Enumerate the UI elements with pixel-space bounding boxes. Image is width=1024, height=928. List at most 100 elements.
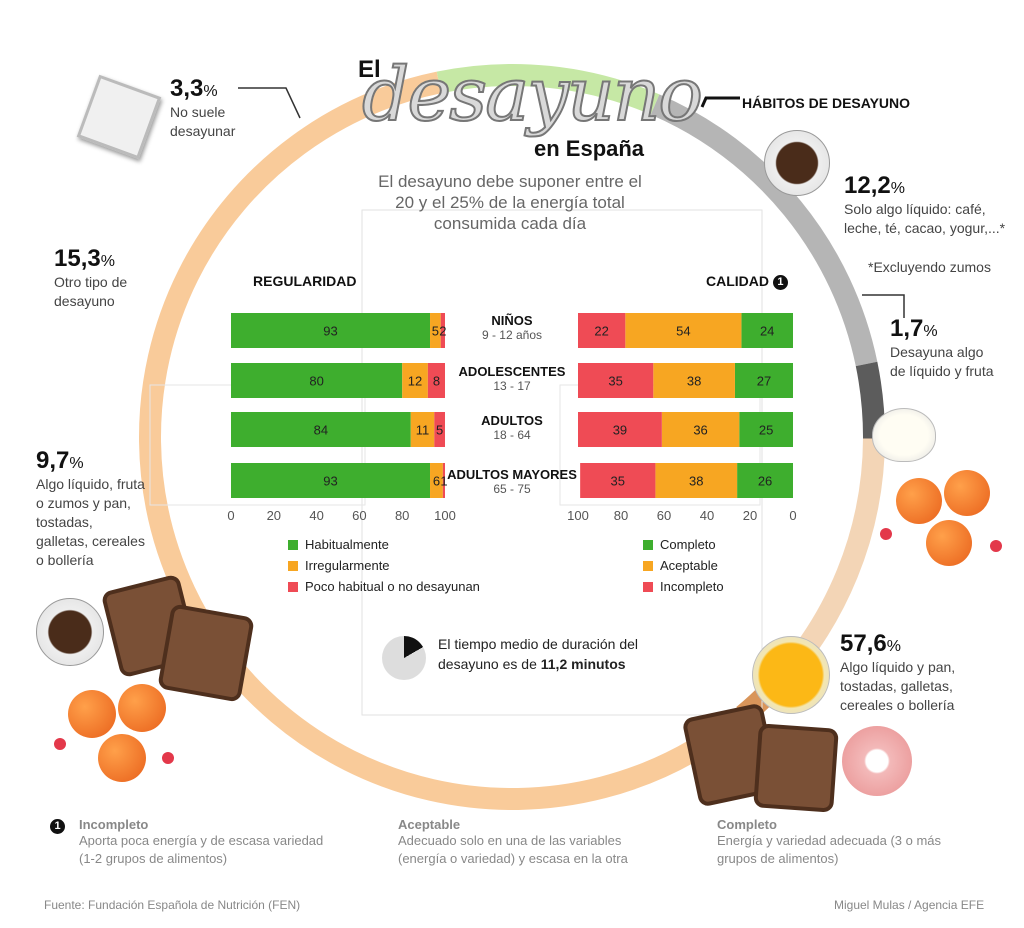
legend-item: Completo — [643, 534, 724, 555]
group-name: ADOLESCENTES — [458, 364, 566, 379]
note-text: (1-2 grupos de alimentos) — [79, 851, 228, 866]
bar-regularidad-1-1 — [402, 363, 428, 398]
regularidad-title: REGULARIDAD — [253, 273, 357, 289]
donut-icon — [842, 726, 912, 796]
bar-regularidad-1-3 — [430, 463, 443, 498]
milk-jug-icon — [872, 408, 936, 462]
label-line: desayunar — [170, 123, 236, 139]
group-label-adolescentes: ADOLESCENTES 13 - 17 — [444, 364, 580, 393]
x-tick-label: 80 — [395, 508, 409, 523]
bar-label: 38 — [687, 374, 701, 389]
juice-glass-icon — [752, 636, 830, 714]
ring-segment-algo_liquido_fruta_pan — [436, 64, 660, 115]
bar-calidad-1-3 — [655, 463, 738, 498]
bar-calidad-1-2 — [661, 412, 740, 447]
ring-segment-liquido_pan — [139, 71, 747, 810]
bar-label: 8 — [433, 374, 440, 389]
note-incompleto: 1 Incompleto Aporta poca energía y de es… — [50, 817, 323, 868]
raspberry-icon — [880, 528, 892, 540]
label-line: de líquido y fruta — [890, 363, 994, 379]
group-age: 18 - 64 — [493, 428, 531, 442]
pct-value: 3,3 — [170, 75, 204, 102]
ring-label-liquido-fruta: 1,7% Desayuna algo de líquido y fruta — [890, 315, 994, 379]
label-line: tostadas, galletas, — [840, 678, 953, 694]
note-title: Completo — [717, 817, 777, 832]
label-line: Algo líquido, fruta — [36, 476, 145, 492]
legend-item: Habitualmente — [288, 534, 480, 555]
x-tick-label: 60 — [657, 508, 671, 523]
x-tick-label: 40 — [309, 508, 323, 523]
note-aceptable: Aceptable Adecuado solo en una de las va… — [398, 817, 628, 868]
subtitle-line: 20 y el 25% de la energía total — [395, 193, 625, 212]
x-tick-label: 20 — [743, 508, 757, 523]
label-line: o bollería — [36, 552, 94, 568]
source: Fuente: Fundación Española de Nutrición … — [44, 898, 301, 912]
subtitle-line: El desayuno debe suponer entre el — [378, 172, 642, 191]
bar-label: 84 — [314, 423, 328, 438]
bar-label: 93 — [323, 324, 337, 339]
label-line: tostadas, — [36, 514, 93, 530]
x-tick-label: 40 — [700, 508, 714, 523]
bar-label: 24 — [760, 324, 774, 339]
credit: Miguel Mulas / Agencia EFE — [834, 898, 985, 912]
bar-label: 2 — [439, 324, 446, 339]
habits-header: HÁBITOS DE DESAYUNO — [742, 95, 911, 111]
group-label-adultos: ADULTOS 18 - 64 — [444, 413, 580, 442]
bar-regularidad-2-3 — [442, 463, 445, 498]
note-completo: Completo Energía y variedad adecuada (3 … — [717, 817, 941, 868]
label-line: o zumos y pan, — [36, 495, 131, 511]
bar-regularidad-2-2 — [434, 412, 445, 447]
bar-regularidad-0-3 — [231, 463, 431, 498]
coffee-cup-icon — [764, 130, 830, 196]
label-line: cereales o bollería — [840, 697, 955, 713]
group-age: 65 - 75 — [493, 482, 531, 496]
legend-item: Poco habitual o no desayunan — [288, 576, 480, 597]
label-line: Algo líquido y pan, — [840, 659, 956, 675]
note-text: Energía y variedad adecuada (3 o más — [717, 833, 942, 848]
bar-label: 27 — [757, 374, 771, 389]
x-tick-label: 60 — [352, 508, 366, 523]
group-age: 13 - 17 — [493, 379, 531, 393]
orange-icon — [98, 734, 146, 782]
label-line: desayuno — [54, 293, 115, 309]
x-tick-label: 20 — [267, 508, 281, 523]
bar-calidad-2-2 — [578, 412, 662, 447]
title-el: El — [358, 56, 381, 83]
ring-label-otro-tipo: 15,3% Otro tipo de desayuno — [54, 245, 128, 309]
bar-label: 93 — [323, 474, 337, 489]
label-line: Otro tipo de — [54, 274, 128, 290]
group-name: ADULTOS MAYORES — [447, 467, 577, 482]
bar-calidad-1-0 — [625, 313, 742, 348]
orange-icon — [68, 690, 116, 738]
bar-calidad-0-3 — [737, 463, 793, 498]
footnote-marker-icon: 1 — [772, 275, 788, 290]
time-value: 11,2 minutos — [540, 656, 626, 672]
subtitle-line: consumida cada día — [433, 214, 587, 233]
pct-value: 15,3 — [54, 245, 101, 272]
bar-regularidad-2-0 — [440, 313, 445, 348]
raspberry-icon — [54, 738, 66, 750]
legend-item: Irregularmente — [288, 555, 480, 576]
bar-label: 25 — [759, 423, 773, 438]
regularidad-legend: Habitualmente Irregularmente Poco habitu… — [288, 534, 480, 597]
note-text: Adecuado solo en una de las variables — [398, 833, 622, 848]
pct-value: 57,6 — [840, 630, 887, 657]
note-text: (energía o variedad) y escasa en la otra — [398, 851, 628, 866]
label-line: leche, té, cacao, yogur,...* — [844, 220, 1006, 236]
group-label-adultos-mayores: ADULTOS MAYORES 65 - 75 — [444, 467, 580, 496]
note-title: Aceptable — [398, 817, 461, 832]
bar-label: 5 — [436, 423, 443, 438]
x-tick-label: 100 — [434, 508, 456, 523]
label-line: galletas, cereales — [36, 533, 145, 549]
bar-calidad-2-0 — [578, 313, 626, 348]
pct-value: 1,7 — [890, 315, 924, 342]
label-line: No suele — [170, 104, 226, 120]
bar-calidad-1-1 — [653, 363, 735, 398]
x-tick-label: 0 — [227, 508, 234, 523]
bar-regularidad-1-2 — [410, 412, 435, 447]
calidad-legend: Completo Aceptable Incompleto — [643, 534, 724, 597]
bar-label: 54 — [676, 324, 690, 339]
clock-pie-icon — [382, 636, 426, 680]
bar-label: 80 — [309, 374, 323, 389]
bar-calidad-0-1 — [734, 363, 793, 398]
